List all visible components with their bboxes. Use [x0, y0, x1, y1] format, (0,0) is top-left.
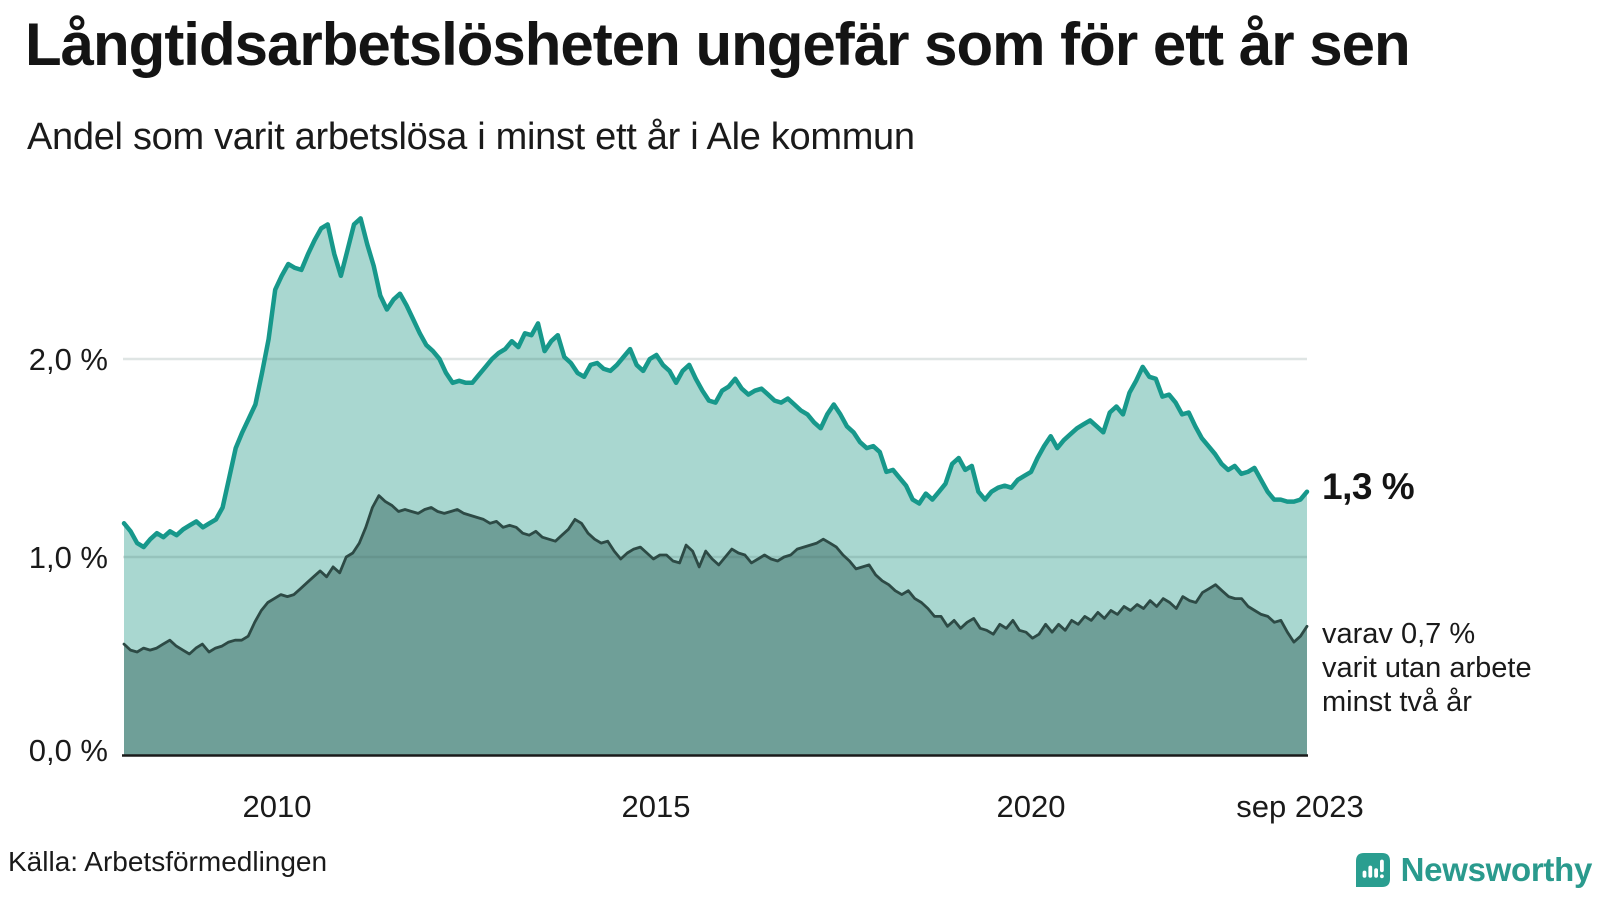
y-tick-2: 2,0 % [29, 342, 108, 377]
y-tick-1: 1,0 % [29, 540, 108, 575]
x-tick-2010: 2010 [243, 789, 312, 824]
end-value-label-total: 1,3 % [1322, 466, 1415, 507]
line-two-year-series [122, 494, 1309, 656]
y-tick-0: 0,0 % [29, 733, 108, 768]
bar-chart-exclamation-bubble-icon [1355, 853, 1390, 887]
x-tick-2015: 2015 [622, 789, 691, 824]
brand-wordmark: Newsworthy [1400, 851, 1593, 888]
source-credit: Källa: Arbetsförmedlingen [8, 846, 328, 877]
x-tick-2020: 2020 [997, 789, 1066, 824]
x-tick-sep-2023: sep 2023 [1236, 789, 1364, 824]
page-title: Långtidsarbetslösheten ungefär som för e… [25, 11, 1411, 78]
end-note-two-years: varav 0,7 % varit utan arbete minst två … [1322, 618, 1532, 718]
area-two-year-series [124, 495, 1307, 755]
brand-lockup: Newsworthy [1355, 850, 1592, 890]
page-subtitle: Andel som varit arbetslösa i minst ett å… [27, 116, 915, 158]
line-total-series [121, 216, 1310, 550]
